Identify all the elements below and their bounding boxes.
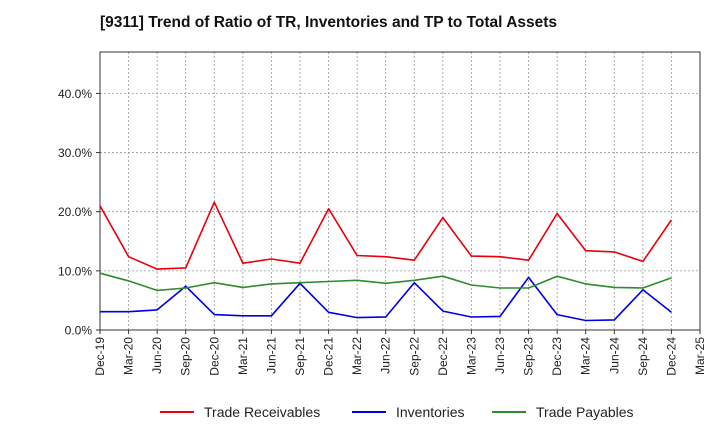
legend-swatch [160, 411, 194, 413]
legend-item: Trade Receivables [160, 404, 320, 420]
legend-label: Inventories [396, 404, 465, 420]
y-tick-label: 20.0% [58, 205, 92, 219]
x-tick-label: Sep-24 [636, 337, 650, 376]
x-tick-label: Jun-20 [150, 337, 164, 374]
x-tick-label: Dec-23 [550, 337, 564, 376]
x-tick-label: Dec-24 [664, 337, 678, 376]
legend-label: Trade Receivables [204, 404, 321, 420]
legend: Trade Receivables Inventories Trade Payabl… [0, 404, 720, 426]
y-tick-label: 0.0% [65, 324, 93, 338]
x-tick-label: Dec-22 [436, 337, 450, 376]
x-tick-label: Sep-21 [293, 337, 307, 376]
chart-title: [9311] Trend of Ratio of TR, Inventories… [100, 14, 558, 31]
x-tick-label: Dec-21 [322, 337, 336, 376]
x-tick-label: Sep-22 [407, 337, 421, 376]
x-tick-label: Jun-21 [264, 337, 278, 374]
x-tick-label: Mar-21 [236, 337, 250, 375]
x-tick-label: Mar-20 [122, 337, 136, 375]
series-line-trade-payables [99, 272, 672, 292]
x-tick-label: Dec-19 [93, 337, 107, 376]
x-tick-label: Mar-24 [579, 337, 593, 375]
y-tick-label: 10.0% [58, 264, 92, 278]
series-line-inventories [100, 276, 672, 322]
legend-swatch [492, 411, 526, 413]
y-tick-label: 40.0% [58, 87, 92, 101]
legend-label: Trade Payables [536, 404, 634, 420]
y-tick-label: 30.0% [58, 146, 92, 160]
x-tick-label: Mar-22 [350, 337, 364, 375]
legend-item: Trade Payables [492, 404, 634, 420]
x-tick-label: Jun-23 [493, 337, 507, 374]
x-tick-label: Mar-25 [693, 337, 707, 375]
x-tick-label: Sep-20 [179, 337, 193, 376]
legend-item: Inventories [352, 404, 464, 420]
plot-frame [99, 51, 701, 331]
x-tick-label: Dec-20 [207, 337, 221, 376]
x-tick-label: Jun-22 [379, 337, 393, 374]
x-tick-label: Jun-24 [607, 337, 621, 374]
x-tick-label: Mar-23 [464, 337, 478, 375]
legend-swatch [352, 411, 386, 413]
series-line-trade-receivables [99, 201, 673, 270]
x-tick-label: Sep-23 [522, 337, 536, 376]
